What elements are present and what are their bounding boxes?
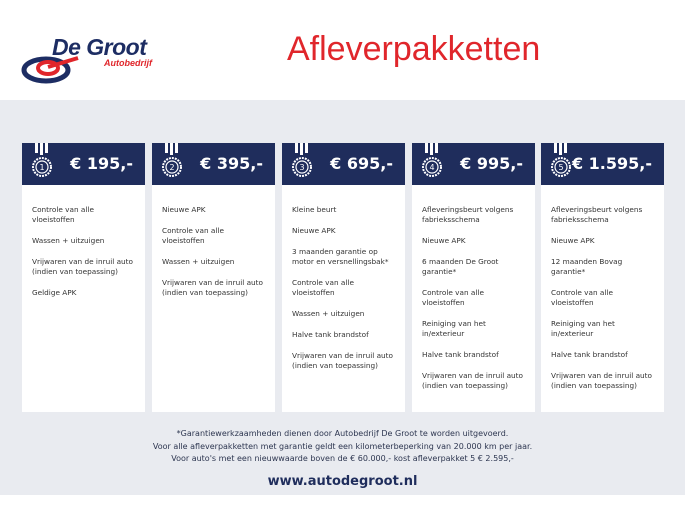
package-item: Controle van alle vloeistoffen: [551, 288, 613, 307]
package-price: € 695,-: [330, 154, 393, 173]
medal-icon: 1: [32, 143, 52, 177]
package-item: Reiniging van het in/exterieur: [422, 319, 486, 338]
package-item: 6 maanden De Groot garantie*: [422, 257, 499, 276]
package-item: Nieuwe APK: [551, 236, 595, 245]
package-item: Wassen + uitzuigen: [292, 309, 365, 318]
package-item: Nieuwe APK: [422, 236, 466, 245]
package-item: Vrijwaren van de inruil auto (indien van…: [162, 278, 264, 297]
package-header: 1 € 195,-: [22, 143, 145, 185]
package-item: Halve tank brandstof: [551, 350, 628, 359]
package-price: € 1.595,-: [571, 154, 652, 173]
medal-icon: 2: [162, 143, 182, 177]
package-item: Nieuwe APK: [162, 205, 206, 214]
package-number: 2: [169, 163, 174, 172]
package-item: Controle van alle vloeistoffen: [162, 226, 224, 245]
brand-sub: Autobedrijf: [104, 58, 152, 68]
note-line: Voor alle afleverpakketten met garantie …: [152, 441, 533, 451]
package-item: Vrijwaren van de inruil auto (indien van…: [292, 351, 394, 370]
package-card: 5 € 1.595,- Afleveringsbeurt volgens fabr…: [541, 143, 664, 412]
brand-name: De Groot: [52, 34, 147, 60]
footnote: *Garantiewerkzaamheden dienen door Autob…: [0, 428, 685, 466]
package-item: Geldige APK: [32, 288, 77, 297]
package-card: 3 € 695,- Kleine beurt Nieuwe APK 3 maanden…: [282, 143, 405, 412]
package-number: 3: [299, 163, 304, 172]
package-item: Vrijwaren van de inruil auto (indien van…: [32, 257, 134, 276]
package-header: 5 € 1.595,-: [541, 143, 664, 185]
note-line: Voor auto's met een nieuwwaarde boven de…: [171, 454, 514, 463]
website-link[interactable]: www.autodegroot.nl: [267, 474, 418, 489]
package-item: Reiniging van het in/exterieur: [551, 319, 615, 338]
brand-logo: De Groot Autobedrijf: [20, 34, 160, 86]
package-item: Afleveringsbeurt volgens fabrieksschema: [422, 205, 514, 224]
package-number: 1: [39, 163, 44, 172]
package-item: Controle van alle vloeistoffen: [292, 278, 354, 297]
package-item: Wassen + uitzuigen: [162, 257, 235, 266]
package-header: 3 € 695,-: [282, 143, 405, 185]
package-header: 2 € 395,-: [152, 143, 275, 185]
package-item: Kleine beurt: [292, 205, 337, 214]
medal-icon: 4: [422, 143, 442, 177]
package-item: Nieuwe APK: [292, 226, 336, 235]
package-item: Vrijwaren van de inruil auto (indien van…: [422, 371, 524, 390]
package-item: Controle van alle vloeistoffen: [32, 205, 94, 224]
package-number: 4: [429, 163, 434, 172]
package-item: Controle van alle vloeistoffen: [422, 288, 484, 307]
package-header: 4 € 995,-: [412, 143, 535, 185]
package-item: Vrijwaren van de inruil auto (indien van…: [551, 371, 653, 390]
package-price: € 995,-: [460, 154, 523, 173]
package-item: Halve tank brandstof: [292, 330, 369, 339]
logo-swoosh-icon: [21, 56, 79, 84]
package-card: 1 € 195,- Controle van alle vloeistoffen W…: [22, 143, 145, 412]
medal-icon: 3: [292, 143, 312, 177]
package-card: 2 € 395,- Nieuwe APK Controle van alle vlo…: [152, 143, 275, 412]
note-line: *Garantiewerkzaamheden dienen door Autob…: [176, 429, 509, 438]
package-number: 5: [558, 163, 563, 172]
package-price: € 195,-: [70, 154, 133, 173]
package-card: 4 € 995,- Afleveringsbeurt volgens fabrie…: [412, 143, 535, 412]
package-price: € 395,-: [200, 154, 263, 173]
page-title: Afleverpakketten: [287, 30, 541, 68]
package-item: Wassen + uitzuigen: [32, 236, 105, 245]
package-item: Afleveringsbeurt volgens fabrieksschema: [551, 205, 643, 224]
package-item: 3 maanden garantie op motor en versnelli…: [292, 247, 389, 266]
package-item: 12 maanden Bovag garantie*: [551, 257, 623, 276]
medal-icon: 5: [551, 143, 571, 177]
package-item: Halve tank brandstof: [422, 350, 499, 359]
